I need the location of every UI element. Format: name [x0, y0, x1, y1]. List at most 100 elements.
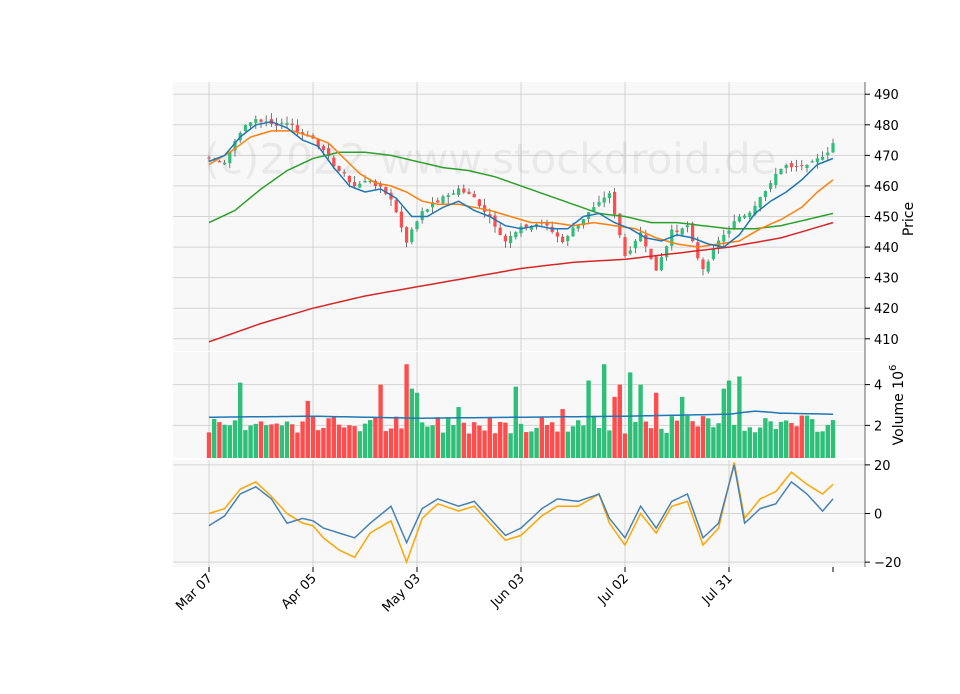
price-tick-label: 410	[874, 333, 899, 348]
volume-bar	[508, 433, 513, 458]
candle-body	[290, 123, 294, 125]
oscillator-tick-label: 20	[874, 459, 891, 474]
oscillator-tick-label: 0	[874, 508, 882, 523]
candle-body	[467, 191, 471, 194]
candle-body	[300, 132, 305, 134]
volume-bar	[550, 422, 555, 458]
volume-bar	[524, 432, 529, 458]
volume-bar	[368, 420, 373, 458]
volume-bar	[446, 418, 451, 458]
candle-body	[493, 215, 497, 227]
candle-body	[228, 151, 232, 164]
volume-bar	[409, 388, 414, 458]
volume-bar	[685, 415, 690, 458]
volume-bar	[357, 431, 362, 458]
candle-body	[670, 229, 674, 246]
candle-body	[503, 235, 508, 242]
volume-bar	[737, 376, 742, 458]
volume-bar	[529, 431, 534, 458]
volume-bar	[456, 407, 461, 458]
candle-body	[664, 246, 669, 258]
oscillator-line-a	[208, 464, 834, 545]
volume-bar	[680, 396, 685, 458]
volume-bar	[269, 424, 274, 458]
candle-body	[337, 166, 341, 171]
volume-bar	[305, 400, 310, 458]
candle-body	[394, 200, 398, 213]
volume-bar	[264, 425, 269, 458]
candle-body	[680, 228, 684, 235]
volume-bar	[295, 432, 300, 458]
candle-body	[498, 227, 502, 236]
volume-bar	[622, 433, 628, 458]
candle-body	[722, 234, 726, 242]
volume-bar	[498, 421, 503, 458]
candle-body	[524, 224, 528, 229]
candle-body	[831, 143, 835, 153]
volume-bar	[487, 417, 492, 458]
candle-body	[384, 187, 388, 194]
volume-bar	[591, 415, 596, 458]
candle-body	[628, 250, 632, 254]
volume-bar	[435, 417, 440, 458]
candle-body	[222, 162, 227, 165]
volume-bar	[425, 426, 430, 458]
candle-body	[555, 232, 560, 237]
volume-bar	[404, 364, 409, 458]
x-tick-label: Mar 07	[173, 571, 216, 614]
candle-body	[545, 222, 549, 226]
x-tick-label: Apr 05	[279, 571, 320, 612]
volume-bar	[321, 427, 326, 458]
volume-bar	[394, 416, 399, 458]
volume-bar	[638, 384, 643, 458]
x-tick-label: Jul 02	[595, 571, 632, 608]
volume-bar	[362, 423, 368, 458]
candle-body	[358, 183, 362, 188]
candle-body	[732, 221, 736, 230]
price-tick-label: 420	[874, 302, 899, 317]
volume-bar	[747, 427, 752, 458]
volume-bar	[388, 428, 394, 458]
volume-bar	[544, 425, 550, 458]
candle-body	[633, 240, 638, 249]
ma-long-line	[208, 221, 834, 343]
candle-body	[321, 146, 326, 151]
volume-bar	[284, 421, 290, 458]
volume-tick-label: 2	[874, 419, 882, 434]
candle-body	[805, 164, 809, 168]
candle-body	[789, 163, 794, 168]
candle-body	[264, 121, 268, 123]
volume-bar	[492, 433, 498, 458]
price-tick-label: 450	[874, 211, 899, 226]
candle-body	[410, 229, 414, 243]
candle-body	[508, 235, 513, 244]
volume-bar	[279, 425, 284, 458]
candle-body	[378, 183, 383, 187]
candle-body	[748, 212, 752, 218]
volume-bar	[290, 424, 295, 458]
candle-body	[488, 214, 492, 217]
candle-body	[368, 180, 372, 183]
ma-slow-line	[208, 151, 834, 230]
volume-bar	[466, 433, 472, 458]
candle-body	[389, 192, 393, 200]
volume-bar	[420, 422, 425, 458]
candle-body	[446, 195, 450, 198]
volume-axis-label-text: Volume 10	[891, 371, 907, 445]
volume-bar	[716, 423, 721, 458]
candle-body	[685, 225, 690, 228]
volume-bar	[570, 426, 576, 458]
volume-bar	[513, 386, 518, 458]
volume-bar	[628, 372, 633, 458]
volume-bar	[648, 428, 654, 458]
volume-bar	[378, 384, 383, 458]
ma-fast-line	[208, 120, 834, 248]
candle-body	[607, 193, 612, 199]
price-tick-label: 430	[874, 272, 899, 287]
volume-bar	[503, 422, 508, 458]
volume-bar	[602, 364, 607, 458]
volume-bar	[472, 422, 477, 458]
volume-bar	[695, 426, 700, 458]
